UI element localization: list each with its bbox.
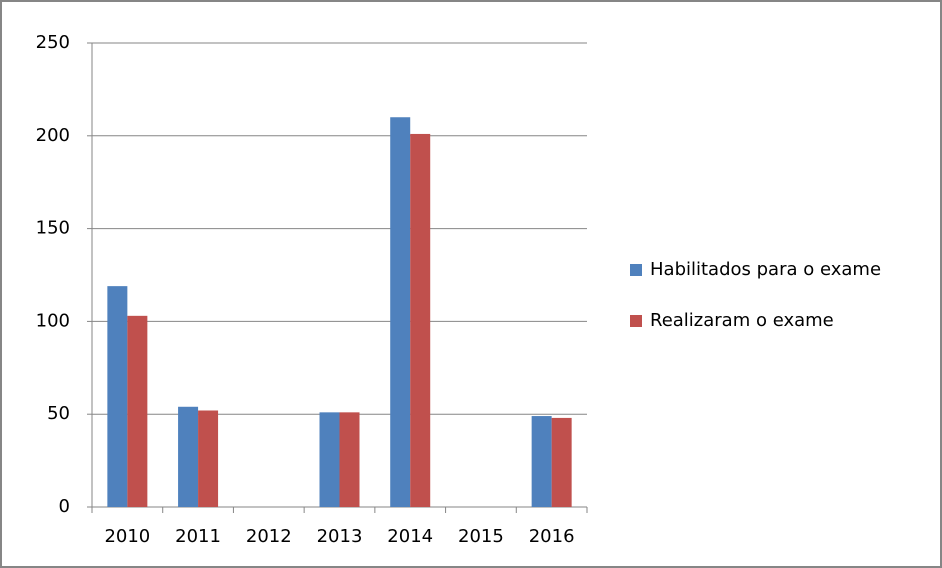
y-tick-label: 50 [47,403,70,424]
x-tick-label: 2015 [458,526,504,547]
bar [410,133,431,507]
x-tick-label: 2016 [529,526,575,547]
y-tick-label: 150 [36,218,70,239]
bar [339,412,360,507]
bar [127,315,148,507]
y-tick-label: 200 [36,125,70,146]
x-tick-label: 2012 [246,526,292,547]
x-tick-label: 2010 [104,526,150,547]
y-tick-label: 0 [59,496,70,517]
legend-label: Habilitados para o exame [650,259,881,280]
bar [551,417,572,507]
x-tick-label: 2011 [175,526,221,547]
bar [319,412,340,507]
y-tick-label: 250 [36,32,70,53]
bar [390,117,411,508]
bar [107,286,128,507]
x-tick-label: 2014 [387,526,433,547]
x-tick-label: 2013 [317,526,363,547]
legend-swatch [630,264,642,276]
y-tick-label: 100 [36,310,70,331]
bar [178,406,199,507]
legend-swatch [630,315,642,327]
bar [531,416,552,507]
bar [198,410,219,507]
legend-label: Realizaram o exame [650,310,834,331]
